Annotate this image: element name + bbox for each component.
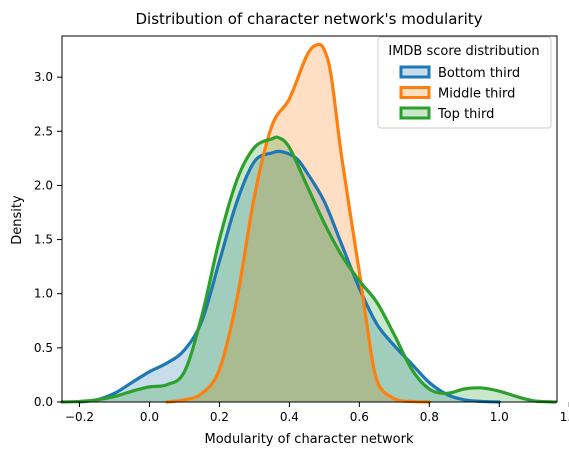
series-line-middle-third [165,42,431,404]
x-tick-label: 0.4 [280,410,299,424]
plot-frame [61,35,558,403]
legend-swatch-bottom-third [399,65,431,79]
x-tick-label: 0.6 [350,410,369,424]
series-line-top-third [60,135,557,404]
legend: IMDB score distribution Bottom third Midd… [377,36,552,129]
series-layer [60,42,557,404]
y-tick-label: 0.0 [34,395,53,409]
legend-swatch-top-third [399,106,431,120]
series-lines [60,42,557,404]
legend-label-top-third: Top third [437,107,494,122]
x-axis-label: Modularity of character network [205,432,414,447]
y-axis-label: Density [10,195,25,245]
x-tick-label: −0.2 [65,410,94,424]
series-area-bottom-third [79,151,500,402]
legend-box [377,36,552,129]
legend-label-middle-third: Middle third [438,87,515,102]
x-tick-label: 1.2 [560,410,569,424]
x-axis: −0.2 0.0 0.2 0.4 0.6 0.8 1.0 1.2 [65,402,569,424]
x-tick-label: 0.0 [140,410,159,424]
y-tick-label: 1.5 [34,233,53,247]
y-tick-label: 2.0 [34,178,53,192]
legend-title: IMDB score distribution [388,44,539,59]
x-tick-label: 1.0 [490,410,509,424]
chart-title: Distribution of character network's modu… [136,10,483,28]
x-tick-label: 0.2 [210,410,229,424]
y-tick-label: 1.0 [34,287,53,301]
legend-swatch-middle-third [399,86,431,99]
y-tick-label: 3.0 [34,70,53,84]
y-axis: 0.0 0.5 1.0 1.5 2.0 2.5 3.0 [34,70,62,409]
y-tick-label: 2.5 [34,124,53,138]
y-tick-label: 0.5 [34,341,53,355]
legend-label-bottom-third: Bottom third [438,66,520,81]
series-line-bottom-third [77,149,501,404]
x-tick-label: 0.8 [420,410,439,424]
series-area-top-third [62,137,556,402]
